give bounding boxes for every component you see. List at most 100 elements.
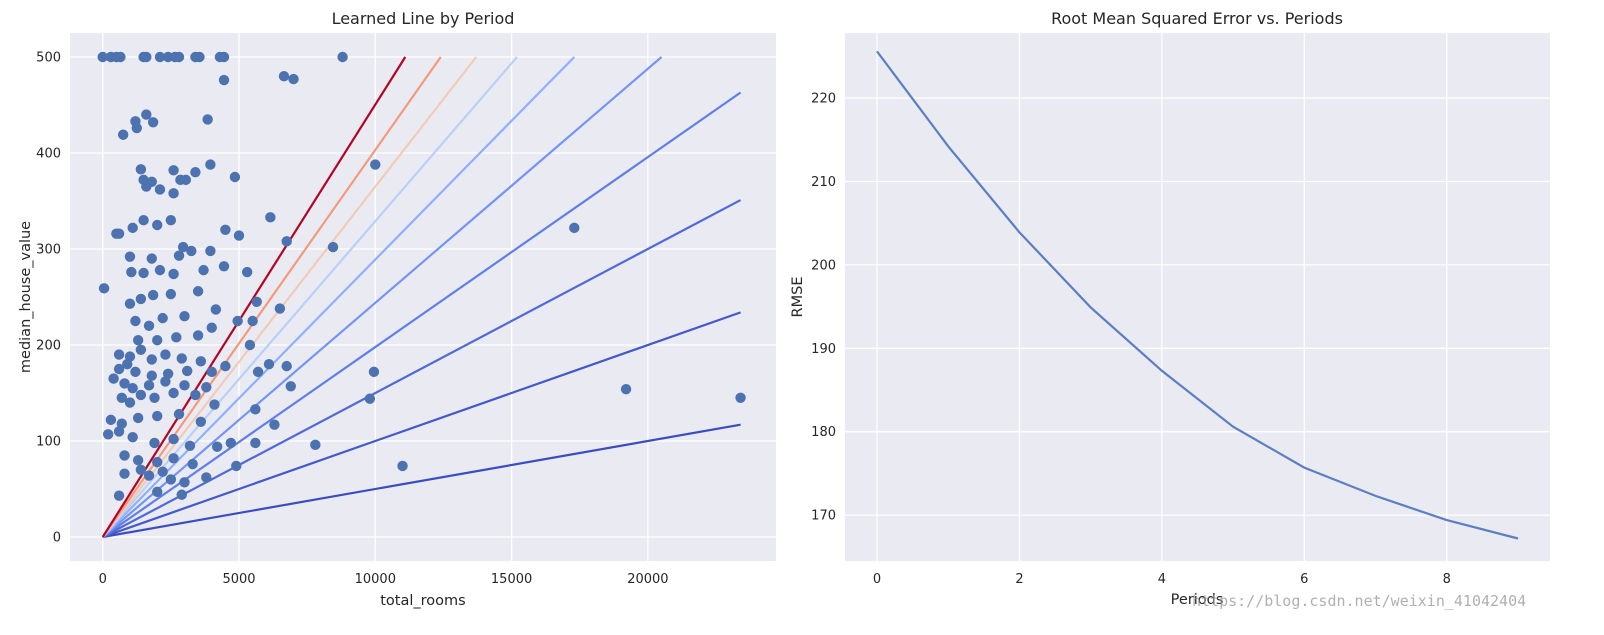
scatter-points xyxy=(97,51,746,501)
scatter-point xyxy=(124,251,136,262)
scatter-point xyxy=(195,356,207,367)
rmse-series xyxy=(876,50,1519,540)
scatter-point xyxy=(102,429,114,440)
learned-line-chart: 0 5000 10000 15000 20000 0 100 200 300 400 500 Lea… xyxy=(18,9,776,609)
scatter-point xyxy=(201,382,212,393)
scatter-point xyxy=(247,315,258,327)
scatter-point xyxy=(285,381,296,392)
y-tick-label: 190 xyxy=(811,342,836,357)
scatter-point xyxy=(147,289,159,301)
scatter-point xyxy=(281,360,292,372)
scatter-point xyxy=(205,159,216,170)
period-line xyxy=(101,56,442,538)
scatter-point xyxy=(165,474,177,485)
rmse-chart: 0 2 4 6 8 170 180 190 200 210 220 Root Mean Square… xyxy=(790,9,1550,608)
scatter-point xyxy=(179,311,190,322)
scatter-point xyxy=(146,370,157,381)
scatter-point xyxy=(130,366,141,378)
scatter-point xyxy=(211,441,223,452)
scatter-point xyxy=(122,359,133,370)
scatter-point xyxy=(117,129,129,140)
scatter-point xyxy=(154,184,166,195)
scatter-point xyxy=(105,414,117,426)
x-tick-label: 0 xyxy=(873,572,881,587)
scatter-point xyxy=(269,419,280,430)
scatter-point xyxy=(241,266,253,278)
scatter-point xyxy=(127,431,138,443)
scatter-point xyxy=(119,450,130,461)
y-tick-label: 200 xyxy=(811,258,836,273)
scatter-point xyxy=(263,359,275,370)
period-line xyxy=(101,56,576,538)
scatter-point xyxy=(368,366,380,378)
scatter-point xyxy=(173,408,185,420)
scatter-point xyxy=(232,315,243,327)
gridlines xyxy=(70,33,776,561)
scatter-point xyxy=(165,288,177,300)
scatter-point xyxy=(146,354,157,365)
scatter-point xyxy=(168,453,179,464)
scatter-point xyxy=(370,159,381,170)
scatter-point xyxy=(115,51,126,63)
scatter-point xyxy=(127,383,138,394)
scatter-point xyxy=(327,241,339,253)
scatter-point xyxy=(113,490,125,501)
scatter-point xyxy=(168,188,179,199)
scatter-point xyxy=(119,468,130,479)
y-tick-label: 170 xyxy=(811,509,836,524)
scatter-point xyxy=(135,293,147,305)
y-tick-label: 200 xyxy=(36,339,61,354)
scatter-point xyxy=(157,312,168,324)
scatter-point xyxy=(187,458,198,470)
scatter-point xyxy=(160,376,171,387)
scatter-point xyxy=(119,378,130,389)
y-tick-label: 220 xyxy=(811,92,836,107)
scatter-point xyxy=(168,165,179,176)
x-tick-label: 8 xyxy=(1443,572,1451,587)
scatter-point xyxy=(179,477,190,488)
scatter-point xyxy=(198,264,209,276)
scatter-point xyxy=(116,392,127,403)
gridlines xyxy=(845,33,1550,561)
y-tick-label: 0 xyxy=(53,531,61,546)
scatter-point xyxy=(184,440,196,451)
scatter-point xyxy=(152,219,163,231)
period-lines xyxy=(101,56,742,539)
scatter-point xyxy=(569,222,580,234)
scatter-point xyxy=(143,380,155,391)
scatter-point xyxy=(138,215,149,226)
y-tick-label: 400 xyxy=(36,147,61,162)
scatter-point xyxy=(130,315,141,327)
tick-labels: 0 5000 10000 15000 20000 0 100 200 300 400 500 xyxy=(36,51,668,588)
scatter-point xyxy=(265,212,276,223)
scatter-point xyxy=(108,373,119,384)
scatter-point xyxy=(141,109,152,120)
scatter-point xyxy=(209,399,220,410)
scatter-point xyxy=(218,261,230,272)
scatter-point xyxy=(141,51,152,63)
y-axis-label: RMSE xyxy=(790,277,806,318)
scatter-point xyxy=(205,245,216,257)
x-axis-label: total_rooms xyxy=(380,593,465,609)
scatter-point xyxy=(98,283,110,294)
x-tick-label: 20000 xyxy=(627,572,668,587)
scatter-point xyxy=(220,224,231,235)
scatter-point xyxy=(192,330,204,341)
scatter-point xyxy=(160,349,171,360)
scatter-point xyxy=(124,298,136,309)
scatter-point xyxy=(152,486,163,498)
scatter-point xyxy=(157,466,168,477)
scatter-point xyxy=(124,397,136,408)
scatter-point xyxy=(135,464,147,475)
scatter-point xyxy=(179,380,190,391)
scatter-point xyxy=(135,344,147,355)
scatter-point xyxy=(194,51,205,63)
y-axis-label: median_house_value xyxy=(18,221,34,373)
scatter-point xyxy=(252,366,264,378)
scatter-point xyxy=(233,230,245,241)
axes-background xyxy=(70,33,776,561)
scatter-point xyxy=(143,470,155,481)
scatter-point xyxy=(182,365,193,377)
x-tick-label: 10000 xyxy=(355,572,396,587)
scatter-point xyxy=(310,439,321,451)
